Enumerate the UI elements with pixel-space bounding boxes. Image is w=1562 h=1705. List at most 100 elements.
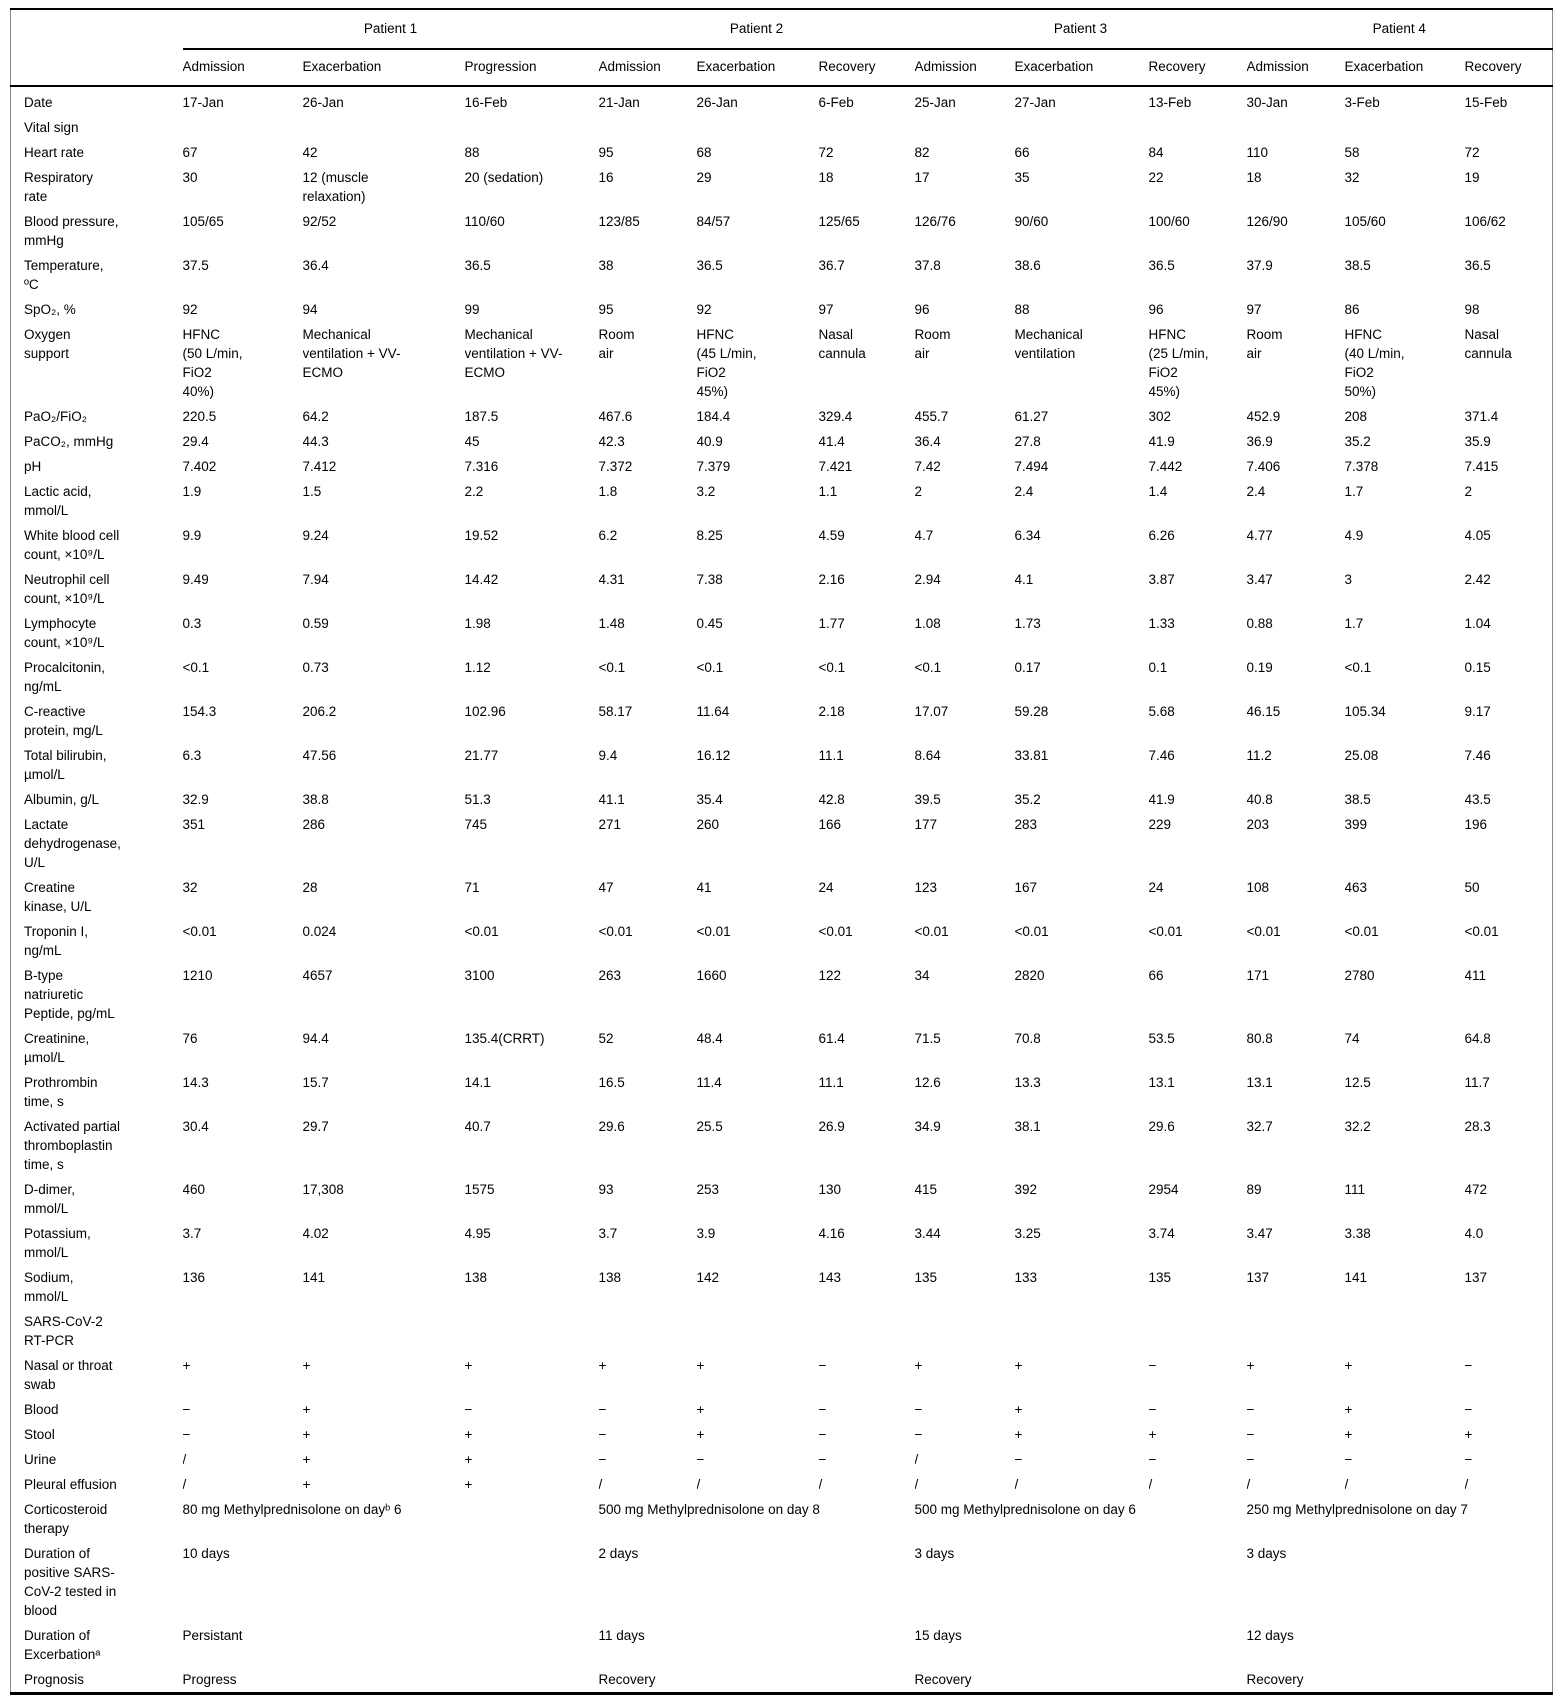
stage-header: Exacerbation — [302, 49, 465, 87]
cell: 29.6 — [1148, 1119, 1175, 1134]
cell: 36.5 — [1464, 258, 1491, 273]
cell: 13-Feb — [1148, 95, 1192, 110]
cell: 52 — [598, 1031, 614, 1046]
row-label: Potassium, mmol/L — [24, 1226, 91, 1260]
cell: 220.5 — [182, 409, 217, 424]
cell: 16-Feb — [464, 95, 508, 110]
row-label: Oxygen support — [24, 327, 71, 361]
cell: 1.48 — [598, 616, 625, 631]
patient-2-header: Patient 2 — [598, 9, 915, 50]
table-row: Albumin, g/L 32.9 38.8 51.3 41.1 35.4 42.8 39.5… — [11, 787, 1553, 812]
cell: 229 — [1148, 817, 1172, 832]
cell: / — [1148, 1477, 1153, 1492]
cell: 0.024 — [302, 924, 337, 939]
table-row: Blood pressure, mmHg 105/65 92/52 110/60 123… — [11, 209, 1553, 253]
cell: 7.46 — [1148, 748, 1175, 763]
cell: 0.59 — [302, 616, 329, 631]
cell: + — [1246, 1358, 1255, 1373]
cell: <0.01 — [598, 924, 633, 939]
cell: 61.4 — [818, 1031, 845, 1046]
table-row: PaCO₂, mmHg 29.4 44.3 45 42.3 40.9 41.4 36.4 27.… — [11, 429, 1553, 454]
cell: 7.46 — [1464, 748, 1491, 763]
cell: 3100 — [464, 968, 495, 983]
cell: 92 — [696, 302, 712, 317]
cell: 203 — [1246, 817, 1270, 832]
cell: <0.1 — [182, 660, 210, 675]
cell: 22 — [1148, 170, 1164, 185]
patient-header-row: Patient 1 Patient 2 Patient 3 Patient 4 — [11, 9, 1553, 50]
table-row: pH 7.402 7.412 7.316 7.372 7.379 7.421 7.42 7.49… — [11, 454, 1553, 479]
row-label: Lactic acid, mmol/L — [24, 484, 92, 518]
cell: 1575 — [464, 1182, 495, 1197]
cell: 39.5 — [914, 792, 941, 807]
cell: 36.4 — [914, 434, 941, 449]
cell: Recovery — [598, 1672, 656, 1687]
cell: 25.08 — [1344, 748, 1379, 763]
cell: 187.5 — [464, 409, 499, 424]
stage-header: Admission — [914, 49, 1015, 87]
cell: − — [1148, 1358, 1157, 1373]
cell: 100/60 — [1148, 214, 1190, 229]
cell: 138 — [464, 1270, 488, 1285]
row-label: Lymphocyte count, ×10⁹/L — [24, 616, 105, 650]
cell: 6-Feb — [818, 95, 854, 110]
cell: 399 — [1344, 817, 1368, 832]
cell: 36.7 — [818, 258, 845, 273]
cell: <0.01 — [1344, 924, 1379, 939]
cell: 36.5 — [696, 258, 723, 273]
table-row: Neutrophil cell count, ×10⁹/L 9.49 7.94 14.… — [11, 567, 1553, 611]
cell: 2.42 — [1464, 572, 1491, 587]
stage-header: Admission — [182, 49, 303, 87]
table-row: Lymphocyte count, ×10⁹/L 0.3 0.59 1.98 1.48 0… — [11, 611, 1553, 655]
table-row: Duration of positive SARS- CoV-2 tested … — [11, 1541, 1553, 1623]
cell: 26-Jan — [302, 95, 344, 110]
cell: 283 — [1014, 817, 1038, 832]
cell: 47 — [598, 880, 614, 895]
cell: 1660 — [696, 968, 727, 983]
cell: 177 — [914, 817, 938, 832]
cell: 96 — [1148, 302, 1164, 317]
cell: 271 — [598, 817, 622, 832]
stage-header: Progression — [464, 49, 599, 87]
cell: 135.4(CRRT) — [464, 1031, 545, 1046]
cell: 41 — [696, 880, 712, 895]
row-label: White blood cell count, ×10⁹/L — [24, 528, 120, 562]
cell: 41.4 — [818, 434, 845, 449]
cell: 95 — [598, 302, 614, 317]
cell: 0.17 — [1014, 660, 1041, 675]
cell: 27.8 — [1014, 434, 1041, 449]
table-header: Patient 1 Patient 2 Patient 3 Patient 4 … — [10, 9, 1553, 87]
cell: 167 — [1014, 880, 1038, 895]
cell: − — [598, 1452, 607, 1467]
cell: 72 — [818, 145, 834, 160]
row-label: Duration of positive SARS- CoV-2 tested … — [24, 1546, 117, 1618]
cell: 36.5 — [1148, 258, 1175, 273]
table-row: B-type natriuretic Peptide, pg/mL 1210 465… — [11, 963, 1553, 1026]
cell: 76 — [182, 1031, 198, 1046]
cell: 20 (sedation) — [464, 170, 544, 185]
cell: 126/76 — [914, 214, 956, 229]
cell: 17 — [914, 170, 930, 185]
cell: 89 — [1246, 1182, 1262, 1197]
cell: 2780 — [1344, 968, 1375, 983]
cell: 4.0 — [1464, 1226, 1484, 1241]
cell: 196 — [1464, 817, 1488, 832]
cell: 329.4 — [818, 409, 853, 424]
cell: 452.9 — [1246, 409, 1281, 424]
cell: − — [1246, 1452, 1255, 1467]
cell: 3 days — [914, 1546, 955, 1561]
cell: 48.4 — [696, 1031, 723, 1046]
row-label: Blood — [24, 1402, 59, 1417]
cell: 34.9 — [914, 1119, 941, 1134]
cell: 45 — [464, 434, 480, 449]
cell: 17,308 — [302, 1182, 344, 1197]
cell: <0.01 — [1148, 924, 1183, 939]
cell: / — [914, 1477, 919, 1492]
cell: / — [696, 1477, 701, 1492]
row-label: Activated partial thromboplastin time, s — [24, 1119, 121, 1172]
cell: 32 — [1344, 170, 1360, 185]
cell: 11.1 — [818, 748, 844, 763]
row-label: Procalcitonin, ng/mL — [24, 660, 106, 694]
cell: 1.9 — [182, 484, 202, 499]
cell: 7.406 — [1246, 459, 1281, 474]
